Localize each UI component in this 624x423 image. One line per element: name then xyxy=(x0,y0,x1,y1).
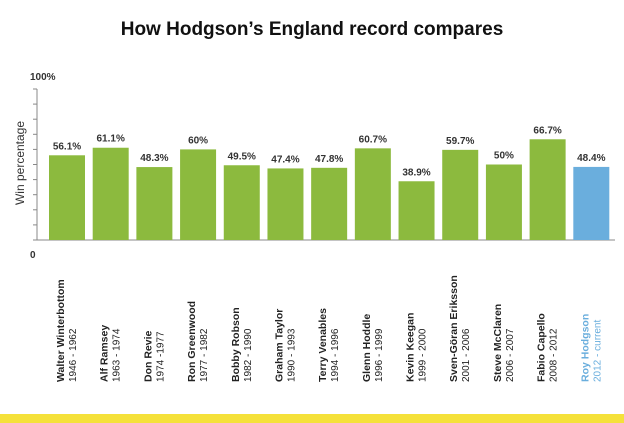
bar-value-label: 47.4% xyxy=(271,154,299,165)
y-axis-ticks xyxy=(33,88,37,241)
bar-value-label: 50% xyxy=(494,151,514,162)
footer-bar xyxy=(0,414,624,423)
y-tick-label-top: 100% xyxy=(30,72,56,83)
bar xyxy=(223,165,260,240)
category-name-label: Roy Hodgson xyxy=(579,314,591,382)
category-years-label: 2012 - current xyxy=(592,320,603,382)
bar xyxy=(442,149,479,240)
category-name-label: Ron Greenwood xyxy=(186,301,198,382)
bar xyxy=(92,147,129,240)
bar xyxy=(485,164,522,240)
category-name-label: Walter Winterbottom xyxy=(55,279,67,382)
category-years-label: 1994 - 1996 xyxy=(330,328,341,382)
bar xyxy=(180,149,217,240)
value-labels-group: 56.1% 61.1% 48.3% 60% 49.5% 47.4% 47.8% 60.7% 38… xyxy=(53,125,606,178)
category-name-label: Fabio Capello xyxy=(536,313,548,382)
category-years-label: 1977 - 1982 xyxy=(199,328,210,382)
bar-value-label: 48.3% xyxy=(140,153,168,164)
category-name-label: Sven-Göran Eriksson xyxy=(448,275,460,382)
bar xyxy=(267,168,304,240)
bar-value-label: 60% xyxy=(188,135,208,146)
category-name-label: Kevin Keegan xyxy=(405,313,417,382)
bar-value-label: 49.5% xyxy=(228,151,256,162)
bar-value-label: 38.9% xyxy=(402,167,430,178)
category-name-label: Terry Venables xyxy=(317,308,329,382)
bar xyxy=(398,181,435,240)
category-years-label: 1974 -1977 xyxy=(155,331,166,382)
category-years-label: 2001 - 2006 xyxy=(461,328,472,382)
category-name-label: Alf Ramsey xyxy=(99,325,111,382)
bars-group xyxy=(49,139,610,240)
bar-value-label: 47.8% xyxy=(315,154,343,165)
category-name-label: Graham Taylor xyxy=(273,309,285,382)
category-years-label: 1982 - 1990 xyxy=(243,328,254,382)
bar xyxy=(573,166,610,240)
category-years-label: 1999 - 2000 xyxy=(418,328,429,382)
category-labels-group: Walter Winterbottom 1946 - 1962 Alf Ramsey… xyxy=(55,275,603,382)
bar-value-label: 48.4% xyxy=(577,153,605,164)
category-years-label: 2008 - 2012 xyxy=(549,328,560,382)
bar xyxy=(354,148,391,240)
category-years-label: 2006 - 2007 xyxy=(505,328,516,382)
bar xyxy=(136,167,173,240)
bar-value-label: 60.7% xyxy=(359,134,387,145)
category-years-label: 1990 - 1993 xyxy=(286,328,297,382)
category-years-label: 1946 - 1962 xyxy=(68,328,79,382)
bar-value-label: 56.1% xyxy=(53,141,81,152)
category-name-label: Glenn Hoddle xyxy=(361,314,373,382)
category-name-label: Don Revie xyxy=(142,330,154,382)
category-years-label: 1996 - 1999 xyxy=(374,328,385,382)
chart-title: How Hodgson’s England record compares xyxy=(121,19,504,40)
bar xyxy=(529,139,566,240)
bar-value-label: 66.7% xyxy=(533,125,561,136)
bar xyxy=(311,167,348,240)
bar xyxy=(49,155,85,240)
category-name-label: Steve McClaren xyxy=(492,304,504,382)
y-axis-label: Win percentage xyxy=(13,121,27,205)
category-name-label: Bobby Robson xyxy=(230,307,242,382)
category-years-label: 1963 - 1974 xyxy=(112,328,123,382)
y-tick-label-zero: 0 xyxy=(30,250,36,261)
bar-value-label: 61.1% xyxy=(97,134,125,145)
bar-value-label: 59.7% xyxy=(446,136,474,147)
